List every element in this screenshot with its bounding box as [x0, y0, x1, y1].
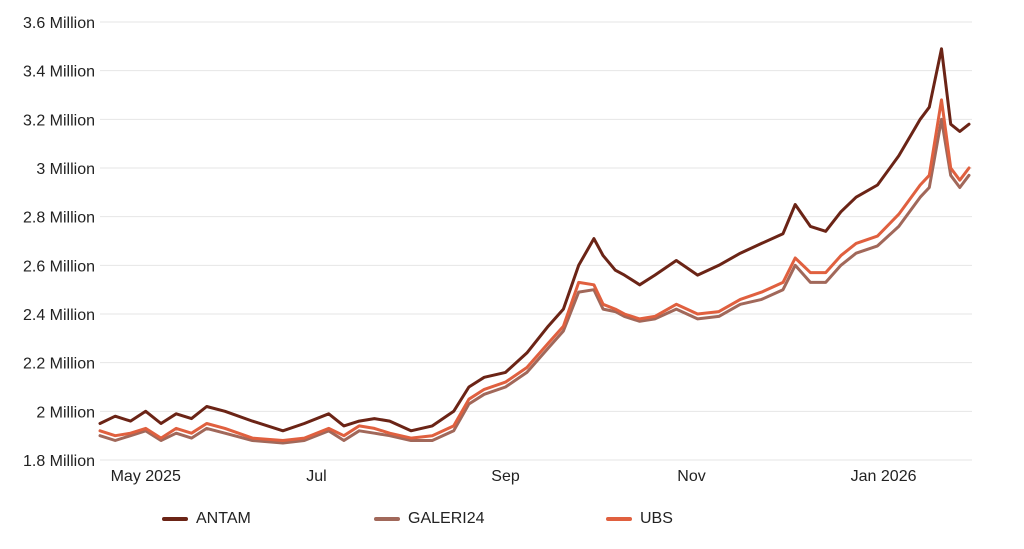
y-tick-label: 3 Million	[36, 161, 95, 178]
x-axis-ticks: May 2025 Jul Sep Nov Jan 2026	[111, 468, 917, 485]
legend-label-antam: ANTAM	[196, 510, 251, 527]
legend-swatch-ubs	[606, 517, 632, 521]
y-tick-label: 2.4 Million	[23, 307, 95, 324]
y-tick-label: 2.6 Million	[23, 258, 95, 275]
y-tick-label: 3.6 Million	[23, 15, 95, 32]
line-chart: 1.8 Million 2 Million 2.2 Million 2.4 Milli…	[23, 15, 972, 485]
legend-item-antam[interactable]: ANTAM	[162, 510, 251, 528]
y-tick-label: 2 Million	[36, 404, 95, 421]
x-tick-label: Sep	[491, 468, 520, 485]
legend-label-ubs: UBS	[640, 510, 673, 527]
grid-layer	[100, 21, 972, 461]
series-line-galeri24[interactable]	[98, 117, 971, 445]
y-tick-label: 2.8 Million	[23, 210, 95, 227]
x-tick-label: Jan 2026	[851, 468, 917, 485]
legend-swatch-galeri24	[374, 517, 400, 521]
legend-swatch-antam	[162, 517, 188, 521]
y-tick-label: 1.8 Million	[23, 453, 95, 470]
y-axis-ticks: 1.8 Million 2 Million 2.2 Million 2.4 Milli…	[23, 15, 95, 470]
legend: ANTAM GALERI24 UBS	[0, 510, 1024, 540]
y-tick-label: 3.4 Million	[23, 64, 95, 81]
y-tick-label: 3.2 Million	[23, 112, 95, 129]
legend-item-galeri24[interactable]: GALERI24	[374, 510, 484, 528]
y-tick-label: 2.2 Million	[23, 356, 95, 373]
x-tick-label: Jul	[306, 468, 326, 485]
series-line-antam[interactable]	[98, 47, 971, 433]
legend-item-ubs[interactable]: UBS	[606, 510, 673, 528]
legend-label-galeri24: GALERI24	[408, 510, 485, 527]
series-layer	[98, 47, 971, 445]
x-tick-label: Nov	[677, 468, 705, 485]
series-line-ubs[interactable]	[98, 98, 971, 442]
x-tick-label: May 2025	[111, 468, 181, 485]
